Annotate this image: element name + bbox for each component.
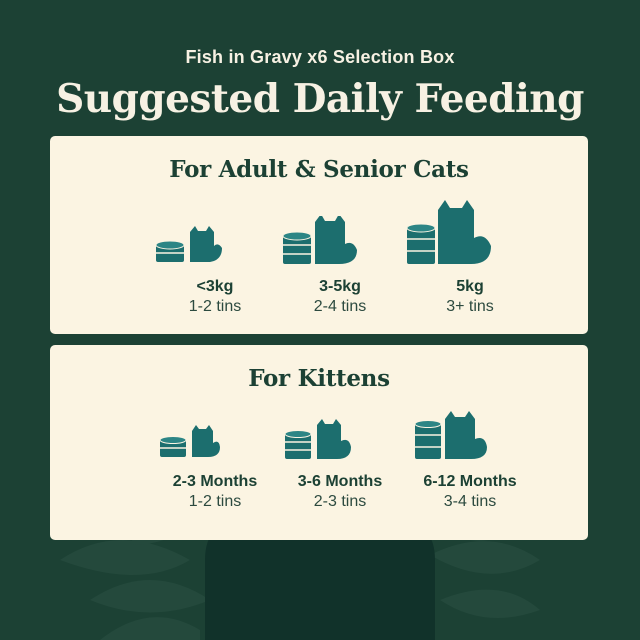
adult-amount-label: 2-4 tins bbox=[313, 298, 367, 315]
tins-icon bbox=[282, 231, 312, 264]
cat-medium-icon bbox=[315, 216, 357, 264]
adult-item-large: 5kg 3+ tins bbox=[395, 196, 545, 326]
kitten-icon bbox=[317, 419, 351, 459]
kitten-item-young: 2-3 Months 1-2 tins bbox=[140, 419, 290, 534]
kitten-age-label: 6-12 Months bbox=[423, 473, 517, 490]
cat-large-icon bbox=[438, 200, 491, 264]
adult-amount-label: 1-2 tins bbox=[188, 298, 242, 315]
adult-item-medium: 3-5kg 2-4 tins bbox=[265, 216, 415, 326]
adult-item-small: <3kg 1-2 tins bbox=[140, 216, 290, 326]
cat-silhouette-icon bbox=[205, 522, 435, 640]
adult-feeding-card: For Adult & Senior Cats <3kg 1-2 tins bbox=[50, 136, 588, 334]
kitten-feeding-card: For Kittens 2-3 Months 1-2 tins bbox=[50, 345, 588, 540]
tins-icon bbox=[406, 223, 436, 264]
adult-amount-label: 3+ tins bbox=[446, 298, 494, 315]
adult-section-title: For Adult & Senior Cats bbox=[169, 156, 469, 183]
kitten-icon bbox=[445, 411, 487, 459]
kitten-item-older: 6-12 Months 3-4 tins bbox=[395, 409, 545, 534]
tins-and-large-cat-icon bbox=[406, 200, 491, 264]
tin-and-small-cat-icon bbox=[155, 226, 222, 262]
kitten-item-mid: 3-6 Months 2-3 tins bbox=[265, 419, 415, 534]
kitten-icon bbox=[192, 425, 220, 457]
tins-and-kitten-icon bbox=[284, 419, 351, 459]
adult-weight-label: 3-5kg bbox=[319, 278, 361, 295]
tin-icon bbox=[155, 240, 185, 262]
tins-icon bbox=[414, 420, 442, 459]
tins-and-kitten-icon bbox=[414, 411, 487, 459]
kitten-section-title: For Kittens bbox=[248, 365, 390, 392]
kitten-age-label: 2-3 Months bbox=[172, 473, 258, 490]
kitten-amount-label: 3-4 tins bbox=[443, 493, 497, 510]
kitten-amount-label: 1-2 tins bbox=[188, 493, 242, 510]
cat-small-icon bbox=[190, 226, 222, 262]
kitten-amount-label: 2-3 tins bbox=[313, 493, 367, 510]
tins-icon bbox=[284, 430, 312, 459]
adult-weight-label: 5kg bbox=[456, 278, 484, 295]
adult-weight-label: <3kg bbox=[196, 278, 234, 295]
page-title: Suggested Daily Feeding bbox=[56, 76, 584, 122]
kitten-age-label: 3-6 Months bbox=[297, 473, 383, 490]
tin-and-kitten-icon bbox=[159, 425, 220, 457]
product-subtitle: Fish in Gravy x6 Selection Box bbox=[185, 47, 455, 67]
tin-icon bbox=[159, 436, 187, 457]
tins-and-medium-cat-icon bbox=[282, 216, 357, 264]
